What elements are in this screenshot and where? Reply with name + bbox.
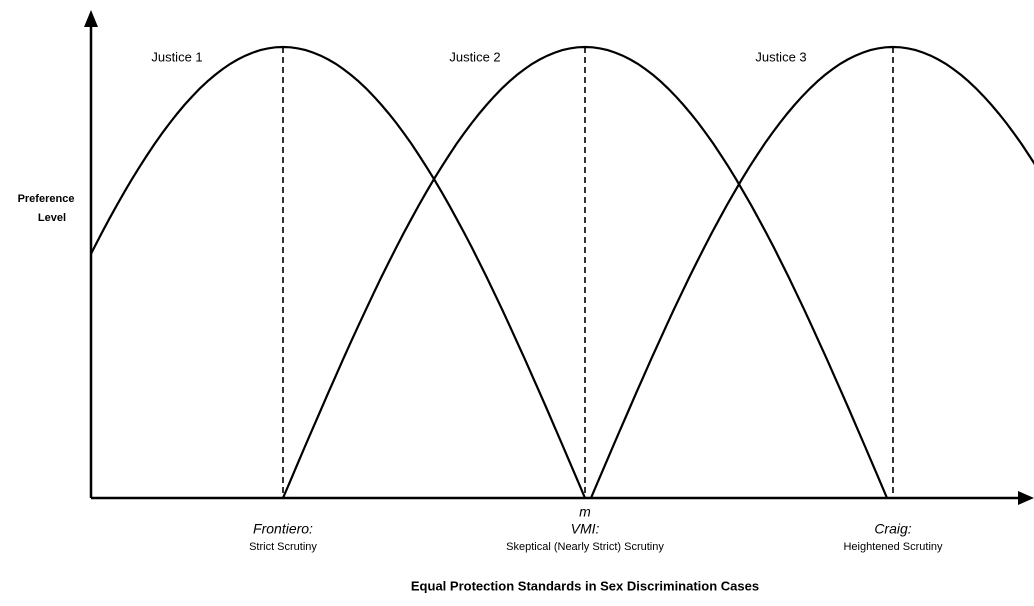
standard: Skeptical (Nearly Strict) Scrutiny: [506, 541, 664, 553]
standard: Strict Scrutiny: [249, 541, 317, 553]
caption: Equal Protection Standards in Sex Discri…: [411, 578, 759, 593]
peak-lines: [282, 47, 894, 498]
case-name: Craig:: [874, 521, 911, 537]
median-marker: m: [579, 504, 591, 520]
preference-curve: [91, 45, 587, 499]
curve-label: Justice 2: [449, 49, 500, 64]
curve-label: Justice 3: [755, 49, 806, 64]
preference-curve: [589, 45, 1034, 499]
curve-label: Justice 1: [151, 49, 202, 64]
y-axis-label: Preference: [18, 193, 75, 205]
y-axis-label: Level: [38, 212, 66, 224]
curves: [91, 45, 1034, 499]
y-axis-arrow: [84, 10, 98, 27]
standard: Heightened Scrutiny: [843, 541, 943, 553]
case-name: Frontiero:: [253, 521, 313, 537]
case-name: VMI:: [571, 521, 600, 537]
x-axis-arrow: [1018, 491, 1034, 505]
